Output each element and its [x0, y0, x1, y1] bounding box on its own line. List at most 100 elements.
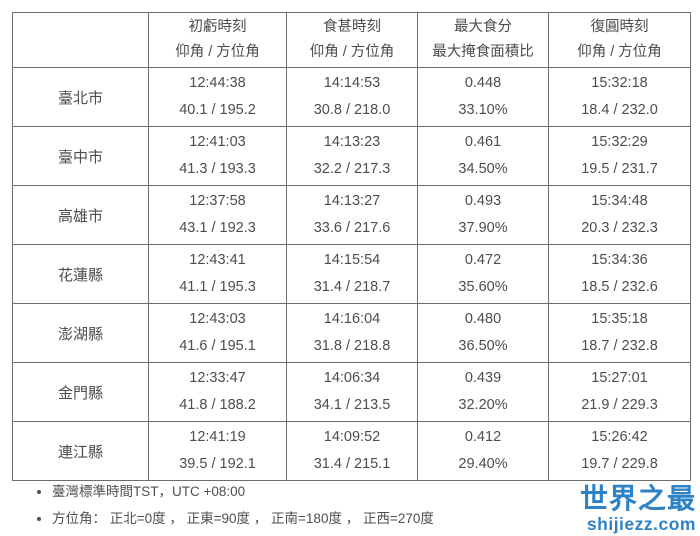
cell-line2: 41.6 / 195.1 [179, 338, 256, 354]
cell-line2: 32.2 / 217.3 [313, 161, 391, 177]
data-cell: 12:44:38 40.1 / 195.2 [148, 67, 287, 127]
cell-line2: 37.90% [458, 220, 508, 236]
data-cell: 15:34:36 18.5 / 232.6 [548, 244, 691, 304]
cell-line2: 36.50% [458, 338, 508, 354]
header-line2: 仰角 / 方位角 [309, 44, 395, 60]
header-line1: 復圓時刻 [590, 19, 649, 35]
cell-line1: 0.461 [464, 134, 502, 150]
header-first-contact: 初虧時刻 仰角 / 方位角 [148, 12, 287, 68]
city-cell: 臺北市 [12, 67, 149, 127]
city-cell: 澎湖縣 [12, 303, 149, 363]
cell-line1: 14:14:53 [323, 75, 381, 91]
header-line1: 初虧時刻 [188, 19, 247, 35]
data-cell: 15:26:42 19.7 / 229.8 [548, 421, 691, 481]
cell-line1: 0.493 [464, 193, 502, 209]
table-header-row: 初虧時刻 仰角 / 方位角 食甚時刻 仰角 / 方位角 最大食分 最大掩食面積比… [12, 12, 691, 68]
cell-line1: 12:43:03 [189, 311, 246, 327]
cell-line1: 0.472 [464, 252, 502, 268]
footnote-timezone: 臺灣標準時間TST，UTC +08:00 [52, 483, 434, 500]
cell-line1: 15:35:18 [591, 311, 648, 327]
footnote-azimuth: 方位角： 正北=0度 ， 正東=90度 ， 正南=180度 ， 正西=270度 [52, 510, 434, 527]
cell-line1: 15:32:18 [591, 75, 648, 91]
cell-line1: 0.480 [464, 311, 502, 327]
data-cell: 14:13:23 32.2 / 217.3 [286, 126, 418, 186]
cell-line2: 41.8 / 188.2 [179, 397, 256, 413]
cell-line1: 15:26:42 [591, 429, 648, 445]
data-cell: 12:43:03 41.6 / 195.1 [148, 303, 287, 363]
cell-line1: 0.412 [464, 429, 502, 445]
cell-line1: 14:06:34 [323, 370, 381, 386]
cell-line2: 18.7 / 232.8 [581, 338, 658, 354]
header-line2: 最大掩食面積比 [432, 44, 534, 60]
cell-line2: 18.5 / 232.6 [581, 279, 658, 295]
header-line2: 仰角 / 方位角 [577, 44, 662, 60]
cell-line2: 19.5 / 231.7 [581, 161, 658, 177]
cell-line2: 34.1 / 213.5 [313, 397, 391, 413]
data-cell: 14:16:04 31.8 / 218.8 [286, 303, 418, 363]
cell-line1: 0.448 [464, 75, 502, 91]
watermark: 世界之最 shijiezz.com [579, 482, 696, 534]
cell-line2: 32.20% [458, 397, 508, 413]
data-cell: 12:43:41 41.1 / 195.3 [148, 244, 287, 304]
city-cell: 連江縣 [12, 421, 149, 481]
eclipse-data-table: 初虧時刻 仰角 / 方位角 食甚時刻 仰角 / 方位角 最大食分 最大掩食面積比… [12, 12, 691, 481]
header-line2: 仰角 / 方位角 [175, 44, 260, 60]
cell-line2: 34.50% [458, 161, 508, 177]
data-cell: 0.439 32.20% [417, 362, 549, 422]
watermark-site-link[interactable]: shijiezz.com [586, 513, 696, 534]
cell-line1: 15:34:48 [591, 193, 648, 209]
data-cell: 14:09:52 31.4 / 215.1 [286, 421, 418, 481]
data-cell: 0.480 36.50% [417, 303, 549, 363]
cell-line2: 33.10% [458, 102, 508, 118]
table-row: 花蓮縣 12:43:41 41.1 / 195.3 14:15:54 31.4 / 21… [12, 244, 691, 304]
cell-line2: 35.60% [458, 279, 508, 295]
cell-line2: 30.8 / 218.0 [313, 102, 391, 118]
cell-line2: 43.1 / 192.3 [179, 220, 256, 236]
cell-line1: 15:27:01 [591, 370, 648, 386]
data-cell: 15:32:29 19.5 / 231.7 [548, 126, 691, 186]
table-row: 連江縣 12:41:19 39.5 / 192.1 14:09:52 31.4 / 21… [12, 421, 691, 481]
cell-line2: 33.6 / 217.6 [313, 220, 391, 236]
table-row: 臺中市 12:41:03 41.3 / 193.3 14:13:23 32.2 / 21… [12, 126, 691, 186]
footnotes-list: 臺灣標準時間TST，UTC +08:00 方位角： 正北=0度 ， 正東=90度… [36, 483, 434, 536]
header-maximum-time: 食甚時刻 仰角 / 方位角 [286, 12, 418, 68]
cell-line2: 31.4 / 218.7 [313, 279, 391, 295]
watermark-title: 世界之最 [579, 482, 696, 514]
cell-line2: 41.3 / 193.3 [179, 161, 256, 177]
cell-line2: 29.40% [458, 456, 508, 472]
cell-line1: 15:34:36 [591, 252, 648, 268]
cell-line2: 39.5 / 192.1 [179, 456, 256, 472]
data-cell: 0.461 34.50% [417, 126, 549, 186]
data-cell: 14:13:27 33.6 / 217.6 [286, 185, 418, 245]
cell-line1: 15:32:29 [591, 134, 648, 150]
data-cell: 15:35:18 18.7 / 232.8 [548, 303, 691, 363]
table-row: 澎湖縣 12:43:03 41.6 / 195.1 14:16:04 31.8 / 21… [12, 303, 691, 363]
city-cell: 高雄市 [12, 185, 149, 245]
data-cell: 12:37:58 43.1 / 192.3 [148, 185, 287, 245]
data-cell: 12:41:19 39.5 / 192.1 [148, 421, 287, 481]
data-cell: 0.448 33.10% [417, 67, 549, 127]
cell-line1: 14:16:04 [323, 311, 381, 327]
table-row: 高雄市 12:37:58 43.1 / 192.3 14:13:27 33.6 / 21… [12, 185, 691, 245]
data-cell: 0.412 29.40% [417, 421, 549, 481]
cell-line2: 20.3 / 232.3 [581, 220, 658, 236]
data-cell: 0.472 35.60% [417, 244, 549, 304]
cell-line1: 12:43:41 [189, 252, 246, 268]
cell-line2: 40.1 / 195.2 [179, 102, 256, 118]
data-cell: 15:34:48 20.3 / 232.3 [548, 185, 691, 245]
data-cell: 12:41:03 41.3 / 193.3 [148, 126, 287, 186]
data-cell: 14:15:54 31.4 / 218.7 [286, 244, 418, 304]
cell-line2: 41.1 / 195.3 [179, 279, 256, 295]
cell-line1: 14:13:23 [323, 134, 381, 150]
city-cell: 金門縣 [12, 362, 149, 422]
data-cell: 14:14:53 30.8 / 218.0 [286, 67, 418, 127]
header-line1: 食甚時刻 [323, 19, 381, 35]
data-cell: 0.493 37.90% [417, 185, 549, 245]
header-last-contact: 復圓時刻 仰角 / 方位角 [548, 12, 691, 68]
header-line1: 最大食分 [454, 19, 512, 35]
cell-line1: 14:13:27 [323, 193, 381, 209]
cell-line1: 12:37:58 [189, 193, 246, 209]
cell-line2: 19.7 / 229.8 [581, 456, 658, 472]
cell-line1: 12:44:38 [189, 75, 246, 91]
